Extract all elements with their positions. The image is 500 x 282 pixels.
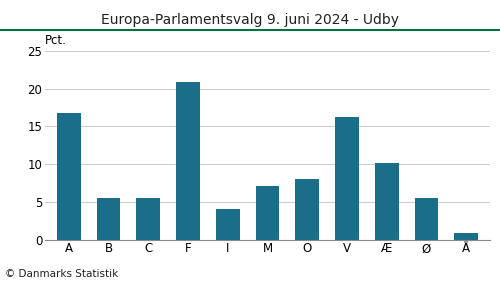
Text: Europa-Parlamentsvalg 9. juni 2024 - Udby: Europa-Parlamentsvalg 9. juni 2024 - Udb… [101, 13, 399, 27]
Bar [375, 163, 398, 240]
Text: © Danmarks Statistik: © Danmarks Statistik [5, 269, 118, 279]
Bar [216, 209, 240, 240]
Bar [57, 113, 81, 240]
Bar [176, 82, 200, 240]
Text: Pct.: Pct. [45, 34, 67, 47]
Bar [136, 198, 160, 240]
Bar [296, 179, 319, 240]
Bar [96, 198, 120, 240]
Bar [335, 116, 359, 240]
Bar [454, 233, 478, 240]
Bar [414, 198, 438, 240]
Bar [256, 186, 280, 240]
